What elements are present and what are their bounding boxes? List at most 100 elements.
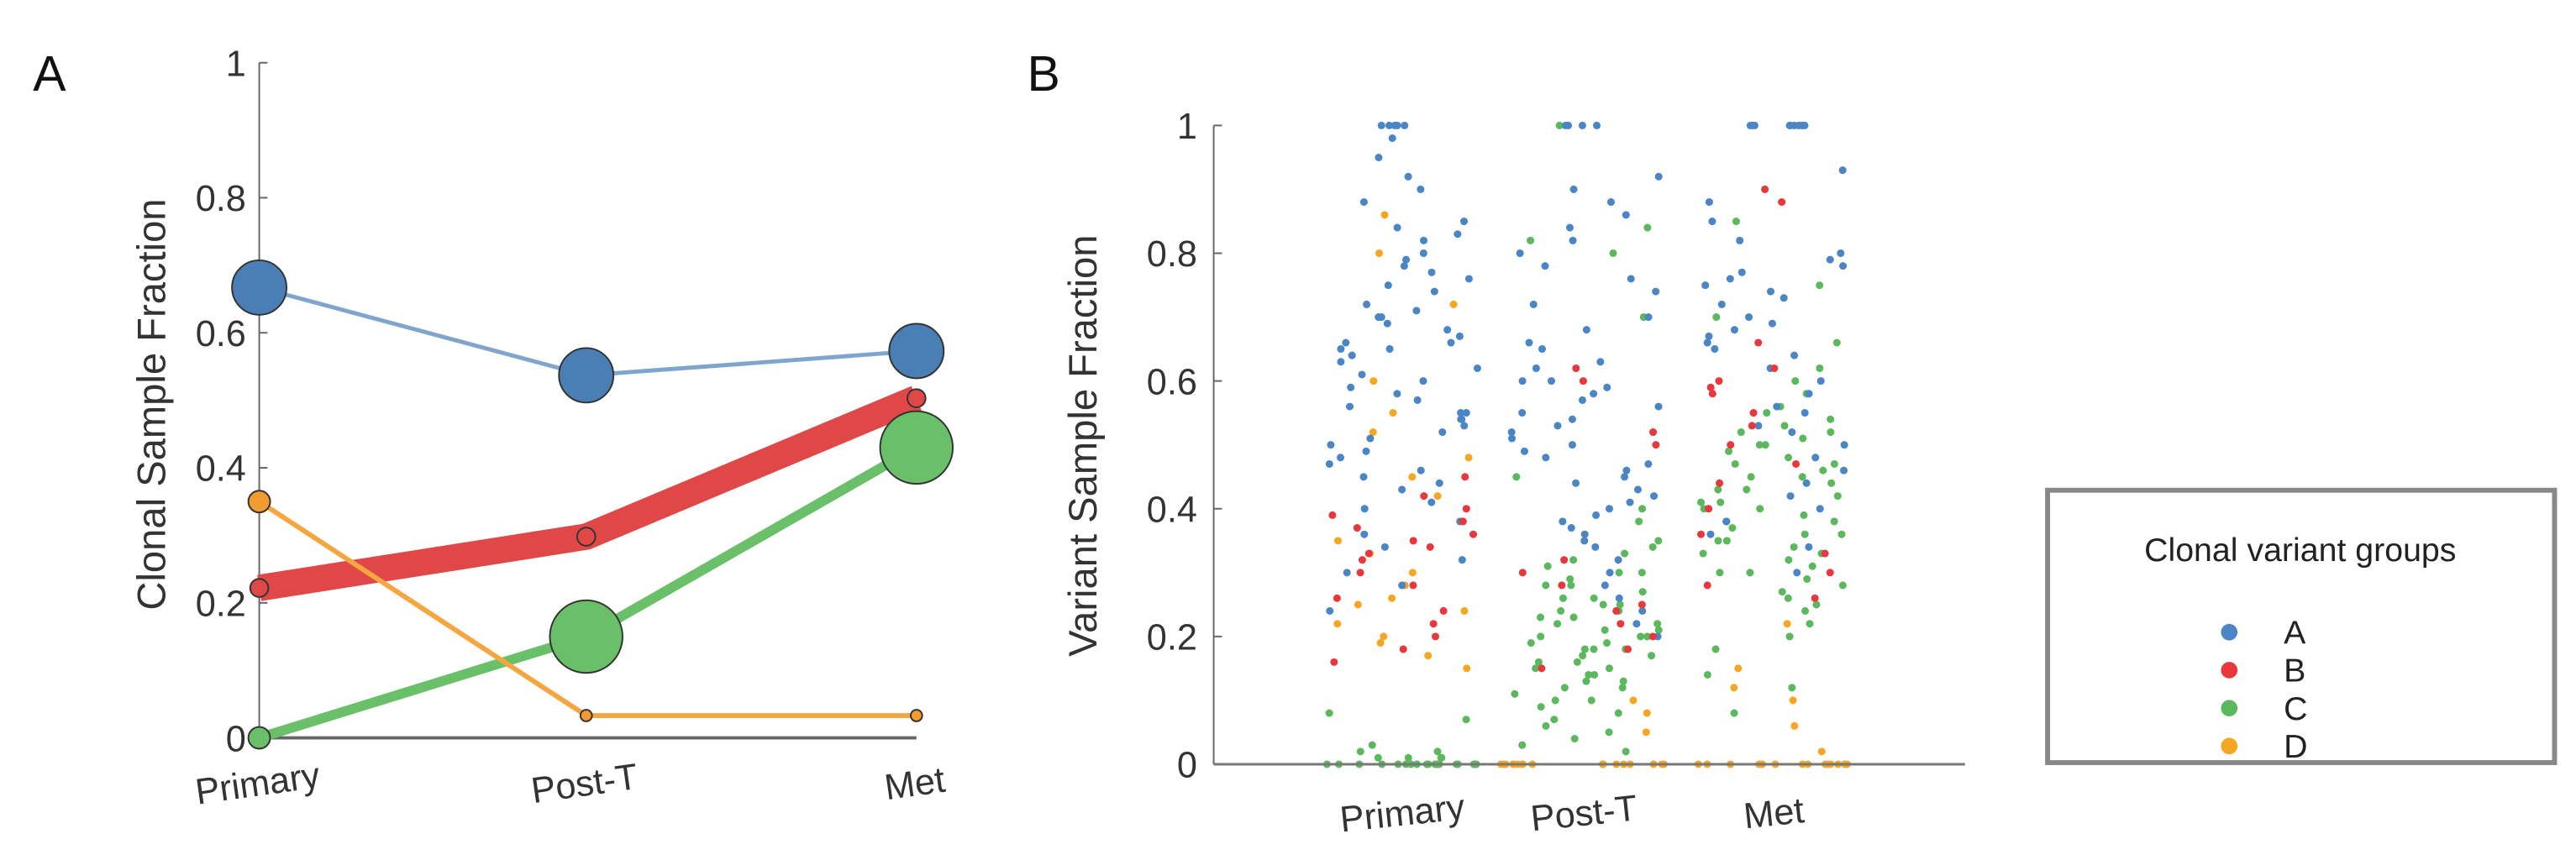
scatter-point-a <box>1773 402 1781 411</box>
scatter-point-a <box>1580 530 1589 538</box>
scatter-point-c <box>1798 473 1806 481</box>
scatter-point-a <box>1520 447 1528 455</box>
scatter-point-a <box>1541 262 1549 270</box>
data-point-d <box>909 709 923 722</box>
scatter-point-c <box>1433 747 1442 756</box>
scatter-point-a <box>1569 236 1577 244</box>
scatter-point-c <box>1635 517 1643 526</box>
data-point-c <box>879 410 954 485</box>
scatter-point-b <box>1770 364 1779 373</box>
scatter-point-a <box>1401 121 1409 129</box>
scatter-point-b <box>1649 428 1658 437</box>
scatter-point-a <box>1336 454 1345 462</box>
data-point-d <box>579 709 593 722</box>
scatter-point-c <box>1637 632 1645 641</box>
scatter-point-a <box>1627 275 1635 283</box>
scatter-point-c <box>1534 658 1543 666</box>
panel-a-ytick-label: 1 <box>226 44 246 84</box>
scatter-point-b <box>1749 409 1758 417</box>
scatter-point-a <box>1529 300 1538 308</box>
scatter-point-c <box>1827 415 1835 423</box>
scatter-point-a <box>1654 402 1663 411</box>
series-line-c <box>257 443 919 743</box>
scatter-point-b <box>1560 556 1569 564</box>
scatter-point-d <box>1783 620 1791 628</box>
scatter-point-d <box>1730 684 1738 692</box>
scatter-point-a <box>1568 415 1576 423</box>
scatter-point-c <box>1716 498 1725 506</box>
scatter-point-b <box>1638 600 1646 609</box>
scatter-point-a <box>1572 479 1580 487</box>
scatter-point-a <box>1801 121 1809 129</box>
scatter-point-a <box>1615 594 1623 602</box>
scatter-point-a <box>1754 422 1763 430</box>
scatter-point-a <box>1507 428 1516 437</box>
scatter-point-a <box>1790 351 1799 359</box>
panel-a-ytick-label: 0.8 <box>196 179 246 219</box>
panel-b-ytick-label: 0 <box>1177 746 1197 786</box>
scatter-point-a <box>1726 275 1734 283</box>
scatter-point-a <box>1547 377 1555 385</box>
scatter-point-c <box>1648 652 1656 660</box>
data-point-c <box>247 726 271 750</box>
scatter-point-c <box>1800 511 1808 519</box>
scatter-point-c <box>1618 684 1627 692</box>
legend-marker-c <box>2221 700 2238 716</box>
scatter-point-c <box>1368 741 1376 749</box>
scatter-point-c <box>1747 473 1755 481</box>
scatter-point-a <box>1342 338 1350 347</box>
panel-b-xtick-label: Post-T <box>1529 788 1640 839</box>
scatter-point-a <box>1538 344 1546 354</box>
scatter-point-d <box>1389 409 1397 417</box>
scatter-point-c <box>1728 524 1737 532</box>
scatter-point-a <box>1404 172 1412 181</box>
scatter-point-a <box>1711 344 1719 354</box>
legend-marker-d <box>2221 737 2238 755</box>
panel-b-ytick-label: 0.6 <box>1147 362 1197 402</box>
scatter-point-c <box>1654 626 1663 634</box>
data-point-b <box>906 388 927 409</box>
scatter-point-a <box>1708 218 1716 226</box>
scatter-point-a <box>1327 441 1335 449</box>
scatter-point-c <box>1731 459 1739 469</box>
scatter-point-a <box>1507 434 1517 443</box>
scatter-point-c <box>1812 600 1821 609</box>
legend-label-b: B <box>2284 653 2305 690</box>
scatter-point-c <box>1526 236 1535 244</box>
scatter-point-a <box>1621 473 1629 481</box>
scatter-point-b <box>1811 594 1819 602</box>
scatter-point-a <box>1458 556 1466 564</box>
scatter-point-a <box>1568 441 1576 449</box>
scatter-point-c <box>1559 594 1567 602</box>
scatter-point-a <box>1567 524 1575 532</box>
panel-a-ytick-label: 0.2 <box>196 584 246 624</box>
scatter-point-b <box>1558 581 1566 590</box>
scatter-point-a <box>1786 492 1795 501</box>
scatter-point-b <box>1579 377 1587 385</box>
scatter-point-c <box>1743 485 1751 494</box>
scatter-point-a <box>1654 172 1663 181</box>
scatter-point-c <box>1791 377 1800 385</box>
scatter-point-a <box>1837 249 1845 258</box>
scatter-point-b <box>1409 537 1417 545</box>
scatter-point-b <box>1409 581 1417 590</box>
scatter-point-c <box>1784 454 1793 462</box>
scatter-point-c <box>1816 364 1824 373</box>
scatter-point-c <box>1537 632 1545 641</box>
scatter-point-c <box>1536 613 1545 621</box>
scatter-point-d <box>1408 473 1417 481</box>
scatter-point-c <box>1580 645 1589 653</box>
scatter-point-a <box>1622 466 1631 475</box>
scatter-point-d <box>1369 377 1378 385</box>
scatter-point-a <box>1816 377 1825 385</box>
scatter-point-a <box>1785 121 1794 129</box>
scatter-point-b <box>1612 606 1621 615</box>
scatter-point-c <box>1569 613 1578 621</box>
scatter-point-c <box>1778 588 1786 596</box>
scatter-point-a <box>1839 262 1848 270</box>
scatter-point-a <box>1580 537 1589 545</box>
scatter-point-a <box>1717 300 1726 308</box>
scatter-point-d <box>1369 428 1377 437</box>
scatter-point-a <box>1591 543 1600 551</box>
scatter-point-a <box>1438 428 1447 437</box>
